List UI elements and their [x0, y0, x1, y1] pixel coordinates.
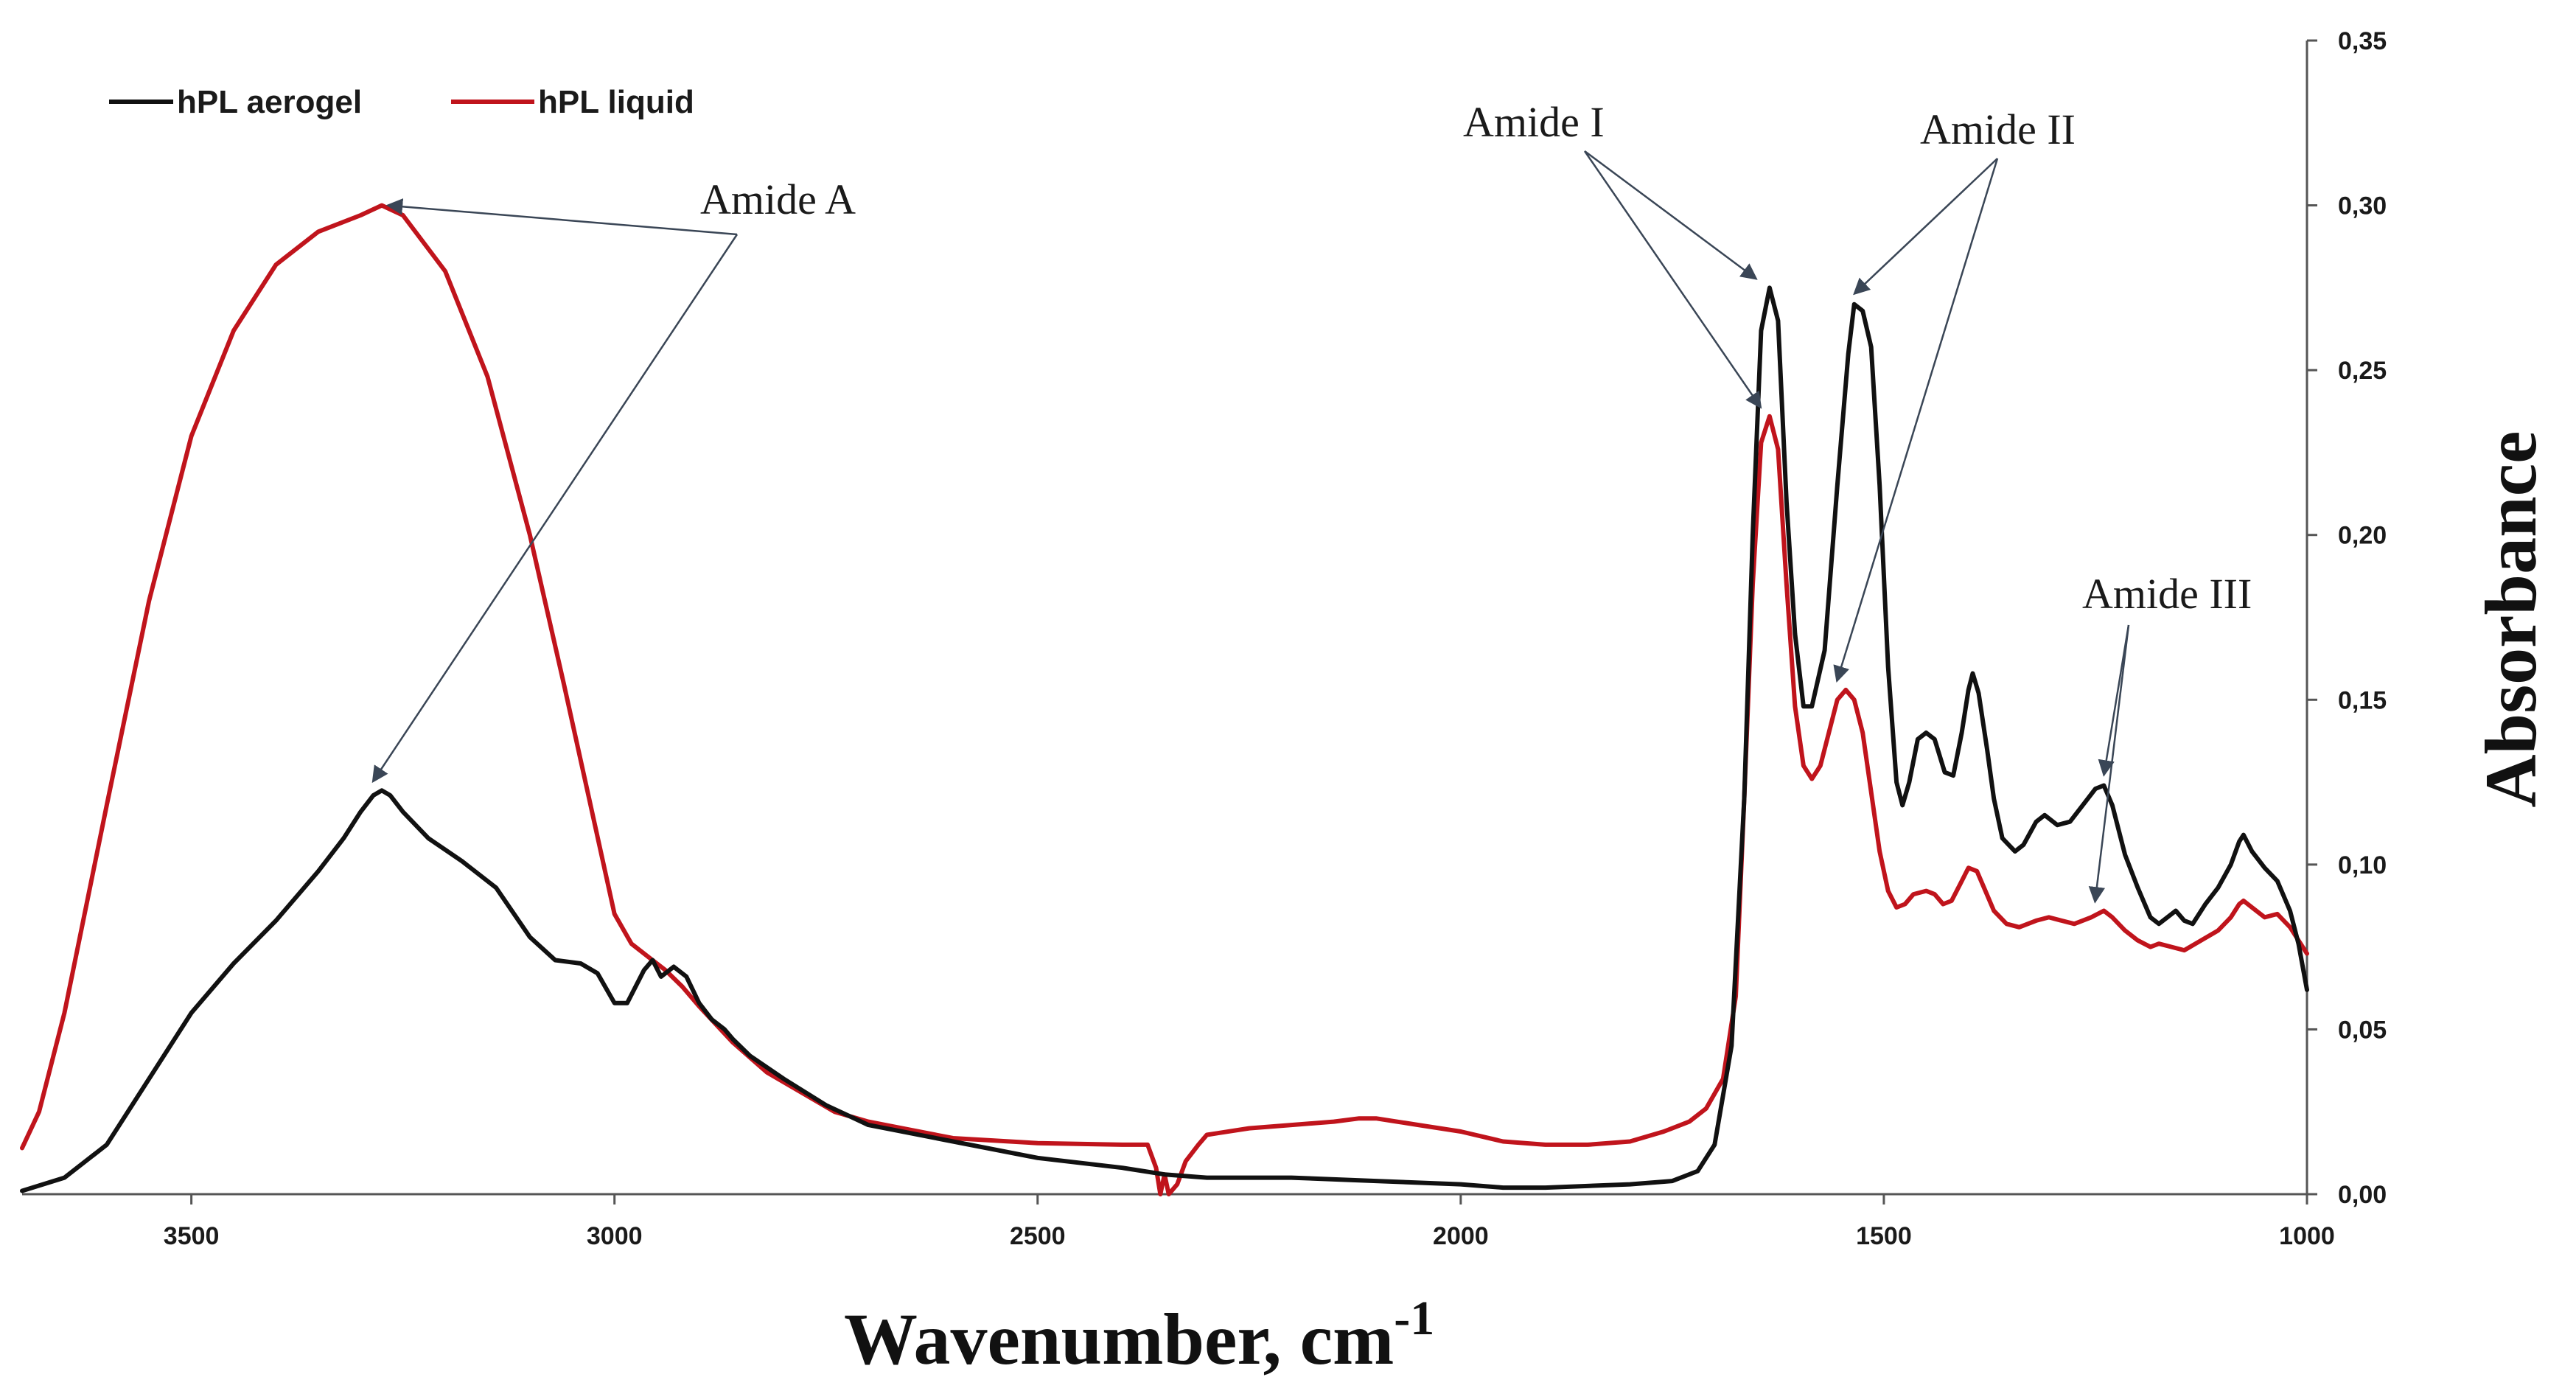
x-axis-title: Wavenumber, cm-1	[844, 1291, 1434, 1380]
annotation-arrow	[1853, 158, 1998, 296]
legend: hPL aerogel hPL liquid	[109, 84, 694, 120]
annotation-amide-i: Amide I	[1463, 98, 1605, 146]
x-axis-title-text: Wavenumber, cm	[844, 1298, 1394, 1380]
x-tick-label: 3500	[164, 1222, 220, 1250]
y-tick-label: 0,25	[2338, 357, 2387, 385]
annotation-arrow	[1584, 150, 1758, 280]
y-tick-label: 0,30	[2338, 192, 2387, 220]
annotation-amide-ii: Amide II	[1920, 105, 2076, 153]
x-tick-label: 2000	[1433, 1222, 1489, 1250]
series-line-hpl-aerogel	[20, 285, 2309, 1193]
legend-label-aerogel: hPL aerogel	[177, 84, 362, 120]
annotation-arrow	[2098, 624, 2130, 777]
annotation-arrow	[385, 198, 738, 236]
axes	[22, 41, 2308, 1196]
x-ticks: 3500 3000 2500 2000 1500 1000	[164, 1194, 2335, 1250]
annotation-arrows	[371, 150, 2130, 904]
y-tick-label: 0,20	[2338, 522, 2387, 550]
y-ticks: 0,00 0,05 0,10 0,15 0,20 0,25 0,30 0,35	[2307, 27, 2387, 1209]
annotation-arrow	[1583, 150, 1762, 409]
y-tick-label: 0,10	[2338, 851, 2387, 879]
y-axis-title: Absorbance	[2470, 430, 2552, 807]
x-tick-label: 1500	[1856, 1222, 1912, 1250]
y-tick-label: 0,35	[2338, 27, 2387, 55]
annotation-arrow	[2088, 624, 2130, 904]
annotation-arrow	[1833, 158, 1999, 683]
y-tick-label: 0,15	[2338, 686, 2387, 714]
x-tick-label: 2500	[1010, 1222, 1066, 1250]
x-axis-title-superscript: -1	[1394, 1291, 1434, 1345]
annotation-arrow	[371, 234, 739, 784]
series-line-hpl-liquid	[20, 203, 2309, 1196]
x-tick-label: 3000	[587, 1222, 643, 1250]
y-tick-label: 0,00	[2338, 1181, 2387, 1209]
series-layer	[20, 203, 2309, 1196]
y-tick-label: 0,05	[2338, 1016, 2387, 1044]
annotation-amide-a: Amide A	[700, 175, 856, 223]
x-tick-label: 1000	[2279, 1222, 2335, 1250]
legend-label-liquid: hPL liquid	[538, 84, 694, 120]
annotation-amide-iii: Amide III	[2082, 570, 2252, 618]
